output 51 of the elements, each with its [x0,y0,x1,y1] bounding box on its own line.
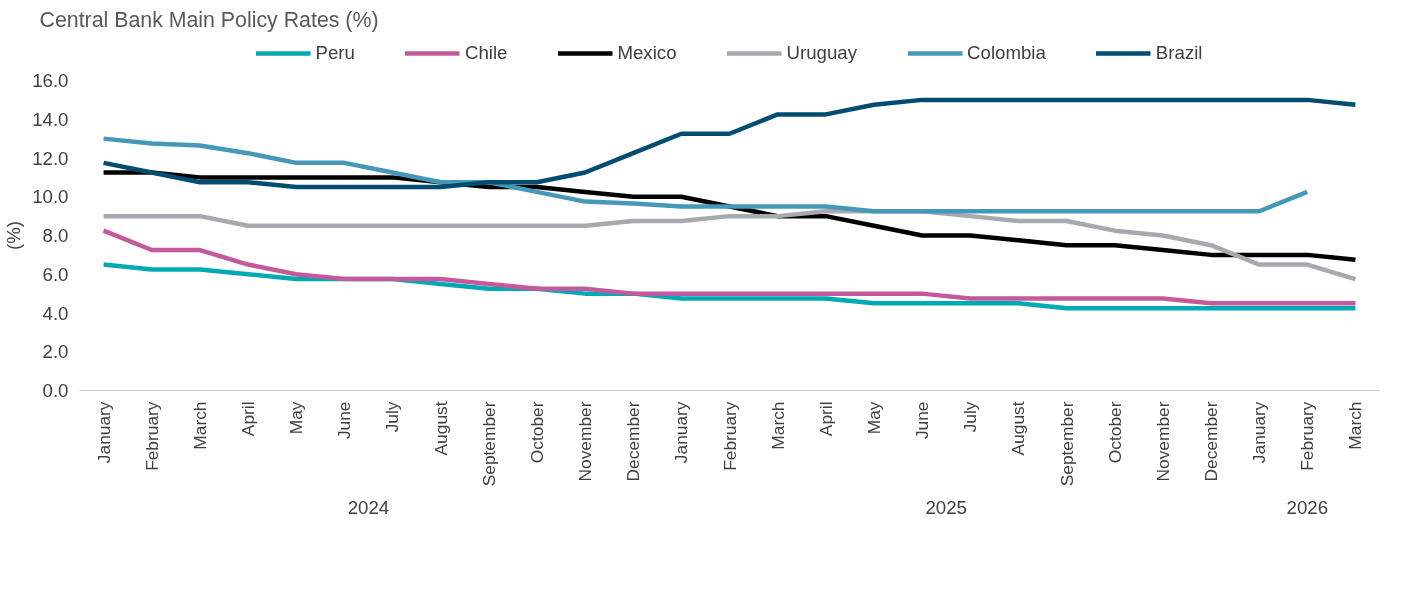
legend-label: Uruguay [786,42,858,64]
x-tick-label: June [912,401,933,440]
y-tick-label: 10.0 [32,186,69,208]
x-tick-label: February [141,401,162,471]
y-axis-title: (%) [3,220,25,251]
y-tick-label: 12.0 [32,147,69,169]
y-tick-label: 4.0 [42,302,69,324]
line-series [101,228,1358,306]
text: 2026 [1286,496,1329,518]
legend-label: Mexico [617,42,677,64]
x-tick-label: July [960,401,981,433]
line-series [101,209,1358,282]
x-tick-label: May [286,401,307,435]
x-tick-label: January [1249,401,1270,464]
y-tick-label: 0.0 [42,380,69,401]
x-tick-label: September [1056,401,1077,487]
text: 2024 [347,496,390,518]
x-tick-label: April [238,401,259,437]
x-tick-label: August [430,401,451,456]
x-tick-label: August [1008,401,1029,456]
y-tick-label: 8.0 [42,225,69,246]
x-tick-label: November [1152,401,1173,482]
x-tick-label: September [478,401,499,487]
line-series [101,97,1358,190]
x-tick-label: October [1104,401,1125,464]
x-tick-label: March [767,401,788,450]
line-series [101,136,1310,214]
legend-label: Chile [464,42,508,64]
legend-label: Colombia [967,42,1046,64]
x-tick-label: June [334,401,355,440]
y-tick-label: 16.0 [32,70,69,91]
y-tick-label: 6.0 [42,263,69,285]
chart-title: Central Bank Main Policy Rates (%) [39,7,379,32]
x-tick-label: March [1345,401,1366,450]
x-tick-label: January [671,401,692,464]
x-tick-label: January [93,401,114,464]
x-tick-label: May [863,401,884,435]
x-tick-label: November [575,401,596,482]
text: 2025 [925,496,967,518]
x-tick-label: December [1200,401,1221,482]
legend-label: Peru [315,42,355,64]
legend-label: Brazil [1155,42,1203,64]
x-tick-label: October [526,401,547,464]
x-tick-label: December [623,401,644,482]
y-tick-label: 14.0 [32,108,69,130]
x-tick-label: February [1297,401,1318,471]
x-tick-label: March [189,401,210,450]
x-tick-label: April [815,401,836,437]
x-tick-label: February [719,401,740,471]
x-tick-label: July [382,401,403,433]
y-tick-label: 2.0 [42,341,69,363]
